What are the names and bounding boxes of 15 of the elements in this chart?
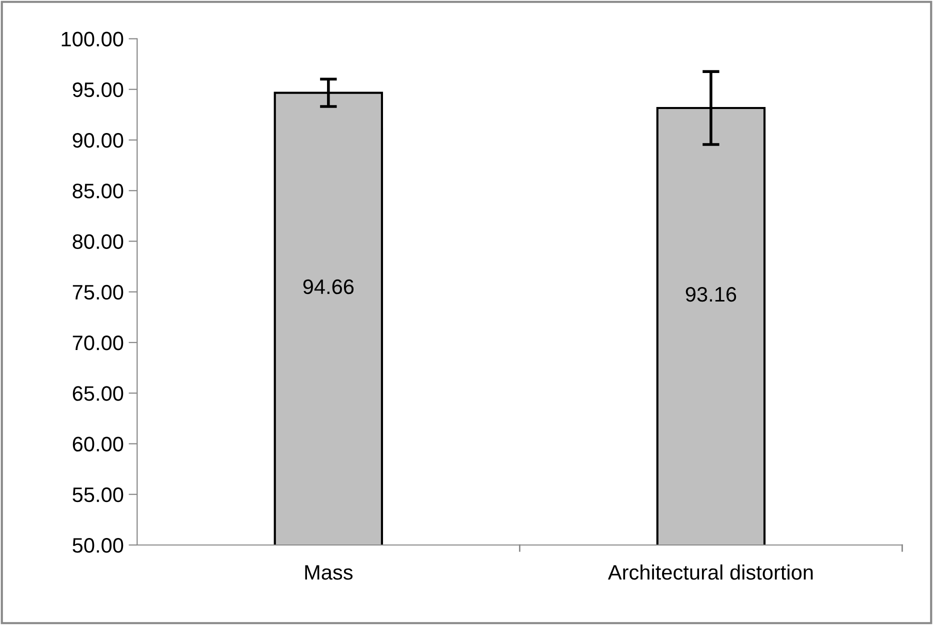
data-label: 93.16: [686, 286, 736, 302]
x-tick-label: Mass: [305, 565, 353, 580]
y-tick-label: 90.00: [72, 133, 124, 148]
y-tick-label: 65.00: [72, 386, 124, 401]
y-tick-label: 55.00: [72, 487, 124, 502]
y-tick-label: 60.00: [72, 436, 124, 452]
y-tick-label: 50.00: [72, 538, 124, 553]
y-tick-label: 100.00: [62, 32, 124, 47]
data-label: 94.66: [303, 279, 354, 294]
y-tick-label: 70.00: [72, 336, 124, 350]
y-tick-label: 85.00: [72, 184, 124, 198]
y-tick-label: 80.00: [72, 234, 124, 250]
y-tick-label: 95.00: [72, 82, 124, 98]
y-tick-label: 75.00: [72, 284, 124, 300]
x-tick-label: Architectural distortion: [608, 564, 813, 580]
